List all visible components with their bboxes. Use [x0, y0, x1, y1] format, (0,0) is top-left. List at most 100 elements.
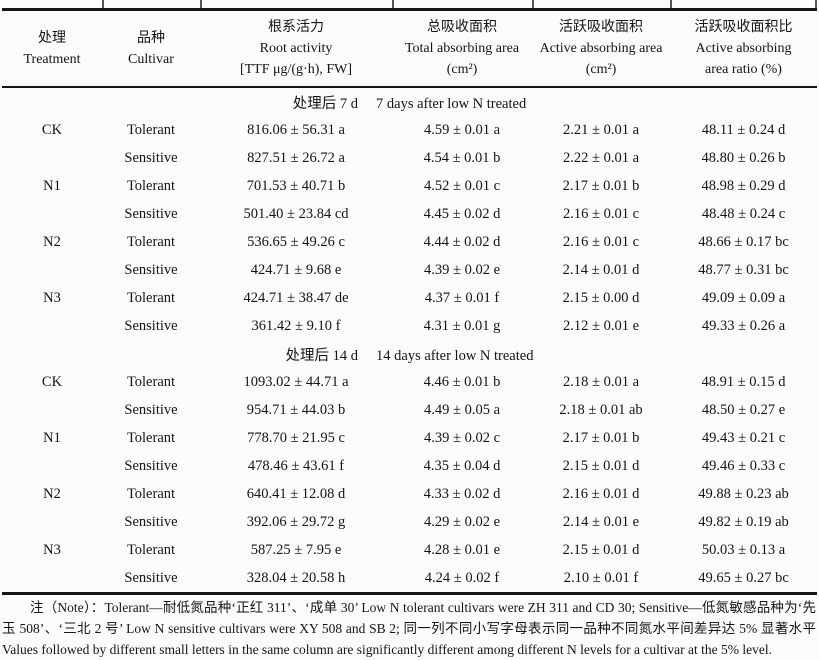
- cell-treatment: CK: [41, 121, 63, 138]
- cell-root-activity: 478.46 ± 43.61 f: [247, 457, 345, 474]
- section-title-zh: 处理后 7 d: [292, 95, 359, 112]
- cell-active-area: 2.18 ± 0.01 ab: [559, 401, 643, 418]
- cell-cultivar: Tolerant: [126, 177, 176, 194]
- cell-active-area: 2.21 ± 0.01 a: [562, 121, 640, 138]
- cell-total-area: 4.59 ± 0.01 a: [423, 121, 501, 138]
- cell-treatment: N2: [43, 233, 61, 250]
- table-row: Sensitive 501.40 ± 23.84 cd 4.45 ± 0.02 d 2…: [2, 200, 817, 228]
- cell-total-area: 4.33 ± 0.02 d: [423, 485, 501, 502]
- cell-root-activity: 424.71 ± 38.47 de: [243, 289, 349, 306]
- table-row: N3 Tolerant 587.25 ± 7.95 e 4.28 ± 0.01 e 2.…: [2, 536, 817, 564]
- cell-total-area: 4.24 ± 0.02 f: [424, 569, 500, 586]
- cell-root-activity: 361.42 ± 9.10 f: [251, 317, 341, 334]
- col-header-cultivar-en: Cultivar: [128, 51, 174, 67]
- cell-cultivar: Tolerant: [126, 121, 176, 138]
- column-divider-tick: [815, 0, 817, 8]
- cell-total-area: 4.37 ± 0.01 f: [424, 289, 500, 306]
- col-header-treatment: 处理 Treatment: [2, 10, 102, 88]
- col-header-area-ratio: 活跃吸收面积比 Active absorbing area ratio (%): [670, 10, 817, 88]
- cell-root-activity: 536.65 ± 49.26 c: [247, 233, 345, 250]
- table-row: Sensitive 392.06 ± 29.72 g 4.29 ± 0.02 e 2.…: [2, 508, 817, 536]
- cell-area-ratio: 48.48 ± 0.24 c: [701, 205, 786, 222]
- cell-active-area: 2.16 ± 0.01 c: [562, 233, 640, 250]
- cell-treatment: [2, 564, 102, 594]
- cell-treatment: [2, 312, 102, 340]
- section-title-en: 14 days after low N treated: [376, 347, 534, 364]
- cell-treatment: N3: [43, 541, 61, 558]
- cell-total-area: 4.52 ± 0.01 c: [423, 177, 501, 194]
- cell-area-ratio: 48.91 ± 0.15 d: [701, 373, 786, 390]
- col-header-root-activity-en: Root activity: [259, 41, 333, 56]
- cell-area-ratio: 49.33 ± 0.26 a: [701, 317, 786, 334]
- cell-root-activity: 501.40 ± 23.84 cd: [243, 205, 349, 222]
- cell-area-ratio: 48.66 ± 0.17 bc: [698, 233, 789, 250]
- cell-root-activity: 827.51 ± 26.72 a: [247, 149, 345, 166]
- col-header-area-ratio-unit: area ratio (%): [705, 62, 782, 77]
- cell-root-activity: 1093.02 ± 44.71 a: [243, 373, 349, 390]
- col-header-root-activity: 根系活力 Root activity [TTF μg/(g·h), FW]: [200, 10, 392, 88]
- cell-area-ratio: 48.77 ± 0.31 bc: [698, 261, 789, 278]
- cell-area-ratio: 49.46 ± 0.33 c: [701, 457, 786, 474]
- table-row: Sensitive 328.04 ± 20.58 h 4.24 ± 0.02 f 2.…: [2, 564, 817, 594]
- cell-total-area: 4.29 ± 0.02 e: [423, 513, 501, 530]
- table-row: Sensitive 478.46 ± 43.61 f 4.35 ± 0.04 d 2.…: [2, 452, 817, 480]
- cell-active-area: 2.16 ± 0.01 d: [562, 485, 640, 502]
- cell-active-area: 2.10 ± 0.01 f: [563, 569, 639, 586]
- cell-root-activity: 640.41 ± 12.08 d: [246, 485, 346, 502]
- col-header-total-area-en: Total absorbing area: [404, 41, 520, 56]
- table-row: Sensitive 361.42 ± 9.10 f 4.31 ± 0.01 g 2.1…: [2, 312, 817, 340]
- cell-active-area: 2.17 ± 0.01 b: [562, 177, 640, 194]
- col-header-active-area-zh: 活跃吸收面积: [559, 20, 643, 35]
- col-header-total-area-unit: (cm²): [446, 62, 478, 77]
- cell-active-area: 2.18 ± 0.01 a: [562, 373, 640, 390]
- cell-root-activity: 778.70 ± 21.95 c: [247, 429, 345, 446]
- col-header-root-activity-unit: [TTF μg/(g·h), FW]: [239, 62, 353, 77]
- col-header-active-area-en: Active absorbing area: [539, 41, 663, 56]
- cell-total-area: 4.54 ± 0.01 b: [423, 149, 501, 166]
- cell-total-area: 4.45 ± 0.02 d: [423, 205, 501, 222]
- cell-cultivar: Tolerant: [126, 373, 176, 390]
- col-header-active-area-unit: (cm²): [585, 62, 617, 77]
- table-row: N1 Tolerant 778.70 ± 21.95 c 4.39 ± 0.02 c 2…: [2, 424, 817, 452]
- section-header-row: 处理后 7 d 7 days after low N treated: [2, 87, 817, 116]
- table-body: 处理后 7 d 7 days after low N treated CK Toler…: [2, 87, 817, 594]
- cell-root-activity: 392.06 ± 29.72 g: [246, 513, 346, 530]
- data-table: 处理 Treatment 品种 Cultivar 根系活力 Root activ…: [2, 8, 817, 595]
- cell-treatment: CK: [41, 373, 63, 390]
- cell-cultivar: Tolerant: [126, 485, 176, 502]
- cell-cultivar: Tolerant: [126, 429, 176, 446]
- footnote: 注（Note）：Tolerant—耐低氮品种‘正红 311’、‘成单 30’ L…: [2, 600, 816, 657]
- cell-area-ratio: 50.03 ± 0.13 a: [701, 541, 786, 558]
- cell-active-area: 2.12 ± 0.01 e: [562, 317, 640, 334]
- cell-area-ratio: 48.11 ± 0.24 d: [701, 121, 786, 138]
- cell-active-area: 2.22 ± 0.01 a: [562, 149, 640, 166]
- cell-root-activity: 424.71 ± 9.68 e: [250, 261, 342, 278]
- col-header-total-area: 总吸收面积 Total absorbing area (cm²): [392, 10, 532, 88]
- section-header: 处理后 7 d 7 days after low N treated: [2, 87, 817, 116]
- cell-cultivar: Sensitive: [124, 401, 178, 418]
- cell-root-activity: 587.25 ± 7.95 e: [250, 541, 342, 558]
- cell-total-area: 4.39 ± 0.02 e: [423, 261, 501, 278]
- cell-total-area: 4.35 ± 0.04 d: [423, 457, 501, 474]
- cell-cultivar: Sensitive: [124, 317, 178, 334]
- cell-cultivar: Tolerant: [126, 233, 176, 250]
- cell-treatment: [2, 144, 102, 172]
- cell-active-area: 2.15 ± 0.01 d: [562, 541, 640, 558]
- cell-treatment: N3: [43, 289, 61, 306]
- cell-area-ratio: 48.80 ± 0.26 b: [701, 149, 786, 166]
- cell-cultivar: Tolerant: [126, 541, 176, 558]
- col-header-cultivar-zh: 品种: [137, 30, 165, 46]
- cell-treatment: N1: [43, 429, 61, 446]
- cell-total-area: 4.49 ± 0.05 a: [423, 401, 501, 418]
- header-row: 处理 Treatment 品种 Cultivar 根系活力 Root activ…: [2, 10, 817, 88]
- cell-cultivar: Sensitive: [124, 205, 178, 222]
- cell-active-area: 2.14 ± 0.01 d: [562, 261, 640, 278]
- section-header-row: 处理后 14 d 14 days after low N treated: [2, 340, 817, 368]
- cell-active-area: 2.14 ± 0.01 e: [562, 513, 640, 530]
- table-row: Sensitive 424.71 ± 9.68 e 4.39 ± 0.02 e 2.1…: [2, 256, 817, 284]
- cell-area-ratio: 48.98 ± 0.29 d: [701, 177, 786, 194]
- table-row: N2 Tolerant 536.65 ± 49.26 c 4.44 ± 0.02 d 2…: [2, 228, 817, 256]
- cell-area-ratio: 49.65 ± 0.27 bc: [698, 569, 789, 586]
- table-row: N2 Tolerant 640.41 ± 12.08 d 4.33 ± 0.02 d 2…: [2, 480, 817, 508]
- column-divider-tick: [532, 0, 534, 8]
